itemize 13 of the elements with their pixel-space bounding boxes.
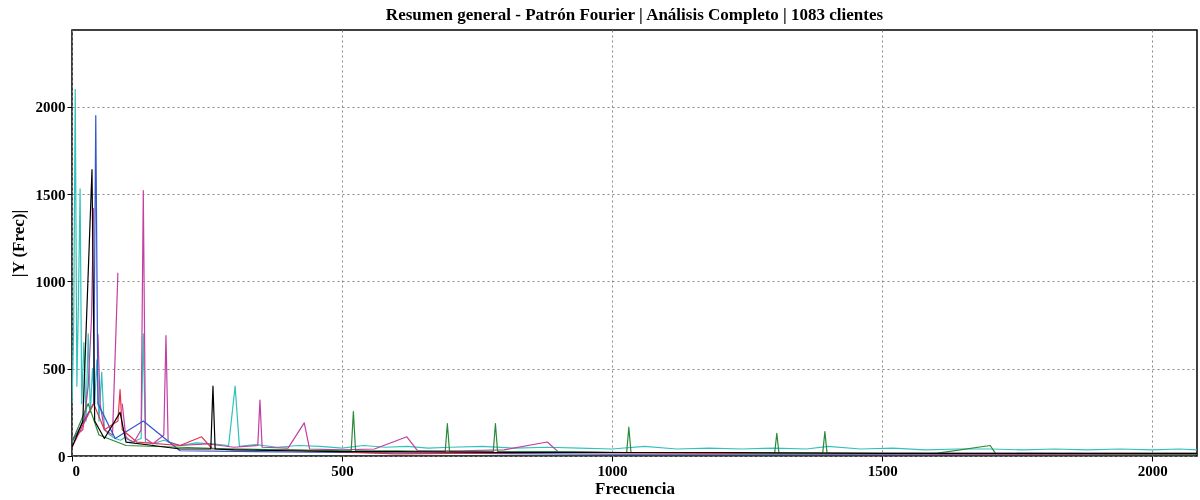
x-tick-label: 2000: [1137, 462, 1168, 479]
y-tick-label: 500: [43, 361, 66, 378]
x-axis-title: Frecuencia: [595, 478, 676, 498]
y-tick-label: 0: [58, 448, 66, 465]
x-tick-label: 0: [72, 462, 80, 479]
y-tick-label: 2000: [35, 99, 66, 116]
x-tick-label: 1500: [867, 462, 898, 479]
x-tick-label: 1000: [597, 462, 628, 479]
chart-title: Resumen general - Patrón Fourier | Análisis Completo | 1083 clientes: [385, 5, 884, 24]
y-axis-title: |Y (Frec)|: [8, 209, 28, 278]
x-tick-label: 500: [331, 462, 354, 479]
y-tick-label: 1500: [35, 186, 66, 203]
y-tick-label: 1000: [35, 273, 66, 290]
